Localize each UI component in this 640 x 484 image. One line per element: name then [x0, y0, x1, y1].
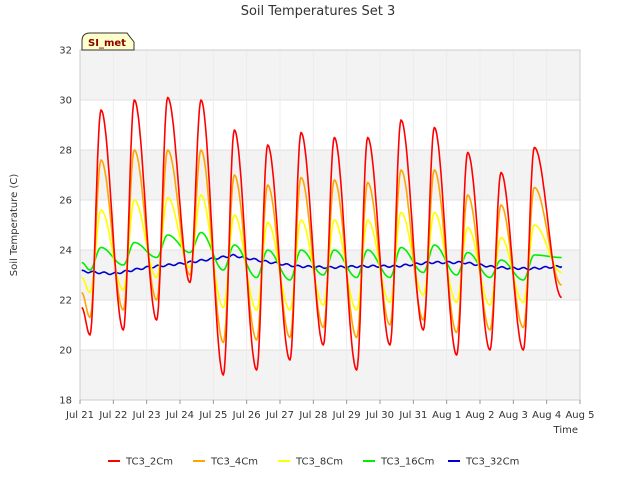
x-tick-label: Aug 4: [532, 410, 561, 421]
legend-label: TC3_32Cm: [465, 457, 519, 468]
x-tick-label: Jul 21: [65, 410, 94, 421]
station-label-shape: [81, 32, 135, 51]
y-axis-ticks: 18 20 22 24 26 28 30 32: [59, 46, 72, 407]
legend-item: TC3_4Cm: [193, 457, 258, 468]
plot-frame: [79, 49, 581, 401]
legend-item: TC3_2Cm: [108, 457, 173, 468]
x-tick-label: Jul 22: [98, 410, 127, 421]
x-tick-label: Aug 2: [465, 410, 494, 421]
x-tick-label: Jul 29: [332, 410, 361, 421]
x-tick-label: Aug 5: [565, 410, 594, 421]
legend-label: TC3_2Cm: [125, 457, 173, 468]
x-axis-label: Time: [553, 425, 578, 436]
x-tick-label: Jul 27: [265, 410, 294, 421]
plot-band: [80, 350, 580, 400]
station-label: SI_met: [88, 38, 126, 49]
legend: TC3_2Cm TC3_4Cm TC3_8Cm TC3_16Cm TC3_32Cm: [108, 457, 519, 468]
legend-item: TC3_32Cm: [448, 457, 519, 468]
y-tick-label: 30: [59, 96, 72, 107]
x-axis-ticks: Jul 21 Jul 22 Jul 23 Jul 24 Jul 25 Jul 26 Jul …: [65, 400, 595, 421]
x-tick-label: Jul 25: [198, 410, 227, 421]
x-tick-label: Aug 3: [499, 410, 528, 421]
y-axis-label: Soil Temperature (C): [9, 174, 20, 277]
chart-title: Soil Temperatures Set 3: [241, 4, 396, 19]
legend-label: TC3_4Cm: [210, 457, 258, 468]
series-line-tc3-32cm: [81, 253, 563, 276]
legend-label: TC3_16Cm: [380, 457, 434, 468]
series-layer: [81, 96, 563, 376]
x-tick-label: Jul 23: [132, 410, 161, 421]
y-tick-label: 24: [59, 246, 72, 257]
y-tick-label: 18: [59, 396, 72, 407]
y-tick-label: 22: [59, 296, 72, 307]
x-tick-label: Jul 24: [165, 410, 194, 421]
y-tick-label: 20: [59, 346, 72, 357]
plot-bands: [80, 50, 580, 400]
legend-item: TC3_16Cm: [363, 457, 434, 468]
y-tick-label: 26: [59, 196, 72, 207]
x-tick-label: Jul 26: [232, 410, 261, 421]
legend-label: TC3_8Cm: [295, 457, 343, 468]
legend-item: TC3_8Cm: [278, 457, 343, 468]
x-tick-label: Aug 1: [432, 410, 461, 421]
x-tick-label: Jul 30: [365, 410, 394, 421]
y-tick-label: 32: [59, 46, 72, 57]
series-line-tc3-2cm: [81, 96, 562, 376]
x-tick-label: Jul 31: [398, 410, 427, 421]
plot-band: [80, 50, 580, 100]
x-tick-label: Jul 28: [298, 410, 327, 421]
y-tick-label: 28: [59, 146, 72, 157]
station-label-box: SI_met: [81, 32, 135, 51]
